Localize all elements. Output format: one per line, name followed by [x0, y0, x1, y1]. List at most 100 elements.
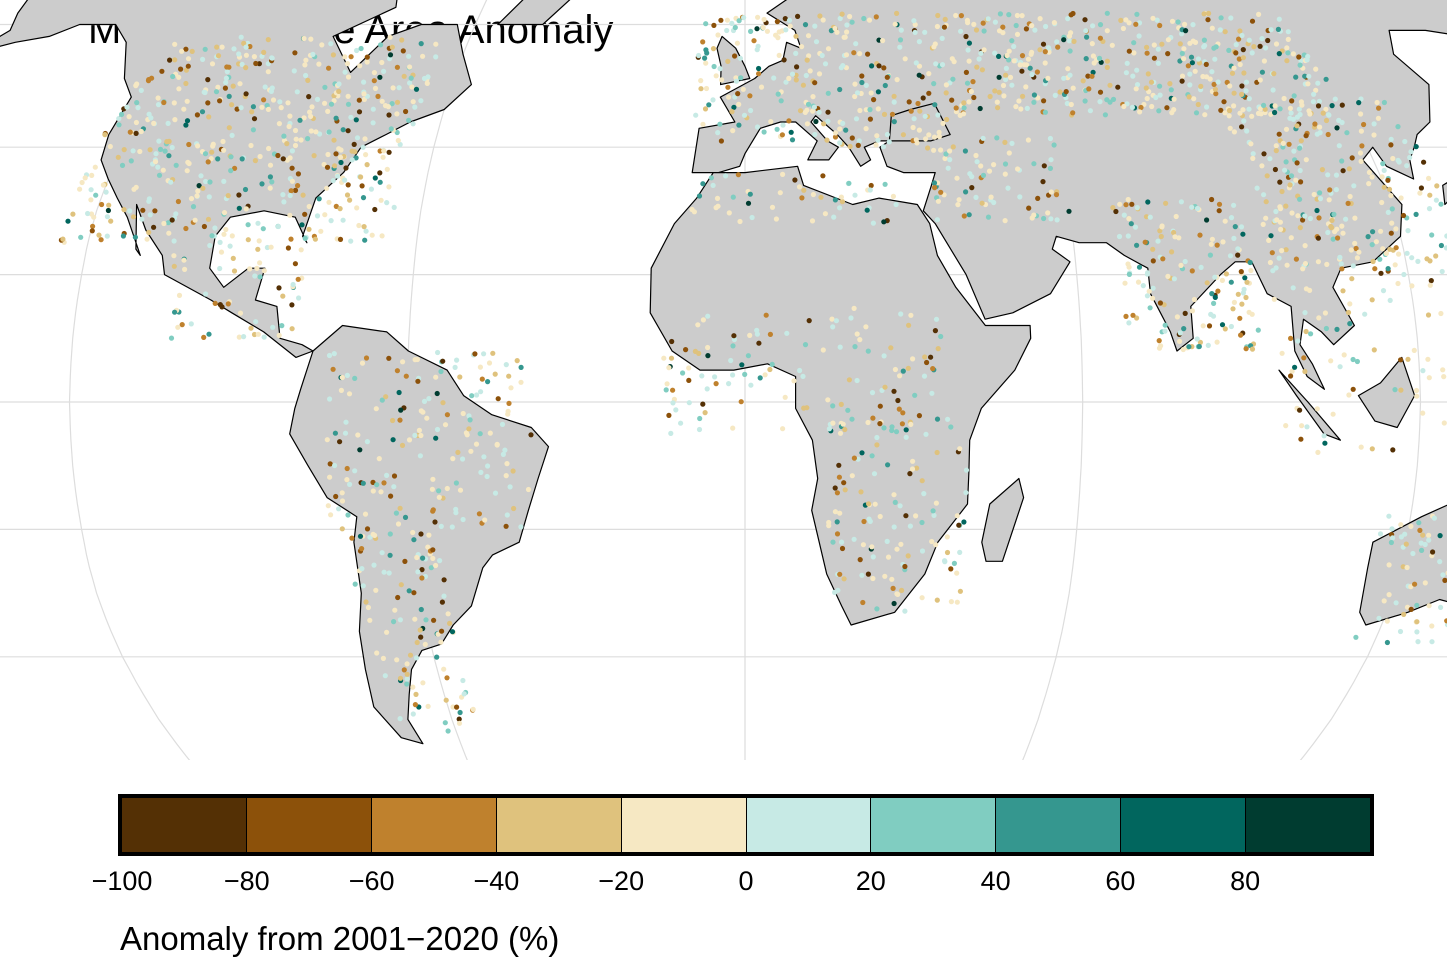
lake-point — [438, 523, 444, 530]
lake-point — [166, 153, 172, 159]
lake-point — [325, 503, 331, 509]
lake-point — [388, 493, 394, 499]
lake-point — [784, 330, 790, 336]
lake-point — [1177, 330, 1183, 336]
lake-point — [1237, 28, 1243, 34]
lake-point — [1098, 59, 1104, 65]
lake-point — [387, 552, 393, 558]
lake-point — [780, 171, 786, 177]
lake-point — [1388, 142, 1394, 148]
lake-point — [800, 373, 806, 379]
lake-point — [339, 526, 345, 532]
lake-point — [379, 59, 385, 66]
lake-point — [232, 165, 238, 171]
lake-point — [406, 117, 412, 123]
lake-point — [1289, 210, 1295, 216]
lake-point — [387, 531, 393, 537]
lake-point — [104, 214, 110, 220]
lake-point — [951, 560, 958, 567]
lake-point — [290, 281, 296, 288]
lake-point — [980, 135, 986, 141]
lake-point — [1134, 315, 1140, 321]
lake-point — [912, 29, 918, 35]
lake-point — [1259, 163, 1265, 169]
lake-point — [325, 151, 331, 158]
lake-point — [1205, 342, 1211, 348]
lake-point — [280, 192, 286, 198]
lake-point — [412, 357, 418, 363]
lake-point — [1401, 271, 1407, 278]
lake-point — [238, 105, 244, 111]
lake-point — [1233, 42, 1239, 48]
lake-point — [905, 553, 911, 559]
lake-point — [265, 37, 271, 43]
lake-point — [127, 208, 133, 214]
lake-point — [404, 676, 410, 682]
lake-point — [221, 178, 227, 184]
lake-point — [996, 28, 1003, 34]
lake-point — [945, 416, 951, 422]
lake-point — [799, 195, 805, 201]
lake-point — [812, 131, 818, 138]
lake-point — [287, 192, 293, 199]
lake-point — [1219, 277, 1225, 283]
lake-point — [923, 136, 929, 142]
lake-point — [1082, 17, 1088, 23]
lake-point — [440, 400, 446, 406]
lake-point — [1239, 301, 1245, 307]
lake-point — [703, 85, 710, 92]
lake-point — [706, 102, 712, 108]
lake-point — [1287, 182, 1293, 188]
lake-point — [392, 607, 398, 613]
lake-point — [881, 219, 887, 225]
lake-point — [763, 312, 769, 318]
lake-point — [1045, 75, 1051, 81]
lake-point — [1346, 166, 1352, 172]
lake-point — [225, 193, 231, 199]
lake-point — [374, 650, 380, 656]
lake-point — [1416, 520, 1422, 526]
lake-point — [248, 325, 254, 331]
lake-point — [852, 81, 858, 87]
lake-point — [860, 599, 866, 606]
lake-point — [1104, 97, 1110, 103]
lake-point — [1145, 270, 1151, 276]
lake-point — [870, 415, 876, 421]
lake-point — [890, 585, 896, 592]
lake-point — [839, 199, 846, 205]
lake-point — [215, 53, 222, 59]
lake-point — [866, 17, 873, 23]
lake-point — [724, 17, 731, 23]
lake-point — [1024, 105, 1030, 111]
lake-point — [155, 102, 162, 108]
lake-point — [1205, 17, 1211, 23]
lake-point — [1144, 44, 1150, 51]
lake-point — [1412, 581, 1418, 587]
lake-point — [796, 184, 803, 190]
lake-point — [1052, 92, 1058, 98]
lake-point — [1200, 323, 1206, 329]
lake-point — [840, 120, 846, 126]
lake-point — [236, 192, 242, 198]
lake-point — [1347, 193, 1353, 200]
lake-point — [285, 245, 291, 251]
lake-point — [156, 172, 163, 178]
lake-point — [1339, 102, 1345, 108]
lake-point — [278, 105, 284, 111]
lake-point — [205, 100, 211, 106]
lake-point — [932, 102, 938, 108]
lake-point — [1348, 247, 1354, 253]
lake-point — [419, 567, 425, 573]
lake-point — [322, 100, 328, 106]
lake-point — [995, 105, 1001, 111]
lake-point — [1231, 202, 1237, 208]
lake-point — [331, 137, 337, 143]
lake-point — [439, 628, 445, 634]
lake-point — [1028, 51, 1034, 57]
lake-point — [434, 426, 441, 433]
lake-point — [822, 61, 829, 67]
lake-point — [212, 300, 218, 306]
lake-point — [377, 170, 383, 176]
lake-point — [919, 548, 926, 554]
lake-point — [328, 41, 334, 47]
